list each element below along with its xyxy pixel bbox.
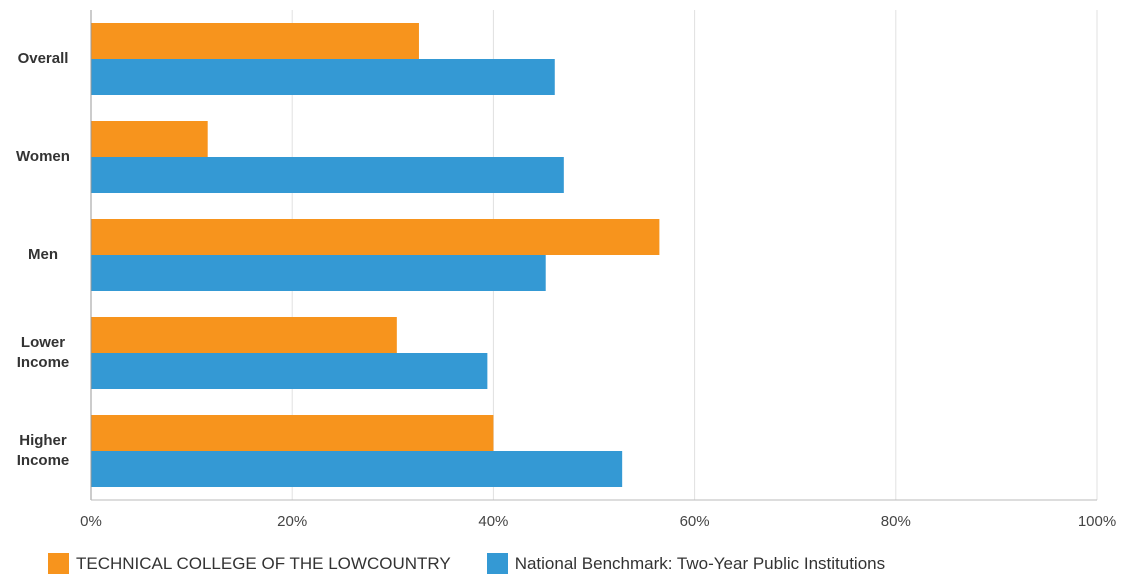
category-label-line: Overall xyxy=(17,50,69,67)
bar-1-overall xyxy=(91,23,419,59)
legend-swatch-series-1 xyxy=(48,553,69,574)
category-label-line: Income xyxy=(16,354,70,371)
category-label-line: Lower xyxy=(20,334,66,351)
category-label-line: Men xyxy=(28,246,58,263)
x-tick-label-80: 80% xyxy=(881,513,911,530)
category-label-higher-income: Higher Income xyxy=(0,431,86,471)
legend-item-series-1: TECHNICAL COLLEGE OF THE LOWCOUNTRY xyxy=(48,553,451,574)
bar-1-higher-income xyxy=(91,415,494,451)
x-tick-label-60: 60% xyxy=(680,513,710,530)
x-tick-label-20: 20% xyxy=(277,513,307,530)
category-label-line: Higher xyxy=(19,432,67,449)
bar-2-higher-income xyxy=(91,451,623,487)
bar-2-overall xyxy=(91,59,555,95)
legend: TECHNICAL COLLEGE OF THE LOWCOUNTRY Nati… xyxy=(48,553,921,574)
category-label-line: Income xyxy=(16,452,70,469)
bar-2-men xyxy=(91,255,546,291)
bar-1-women xyxy=(91,121,208,157)
x-tick-label-40: 40% xyxy=(478,513,508,530)
category-label-lower-income: Lower Income xyxy=(0,333,86,373)
legend-label-series-2: National Benchmark: Two-Year Public Inst… xyxy=(514,553,886,573)
legend-item-series-2: National Benchmark: Two-Year Public Inst… xyxy=(486,553,886,574)
bar-2-lower-income xyxy=(91,353,488,389)
bar-1-men xyxy=(91,219,660,255)
bar-1-lower-income xyxy=(91,317,397,353)
legend-label-series-1: TECHNICAL COLLEGE OF THE LOWCOUNTRY xyxy=(76,553,451,573)
bar-2-women xyxy=(91,157,564,193)
x-tick-label-100: 100% xyxy=(1078,513,1116,530)
x-tick-label-0: 0% xyxy=(80,513,102,530)
category-label-overall: Overall xyxy=(0,49,86,69)
category-label-women: Women xyxy=(0,147,86,167)
category-label-line: Women xyxy=(16,148,70,165)
legend-swatch-series-2 xyxy=(486,553,508,574)
category-label-men: Men xyxy=(0,245,86,265)
